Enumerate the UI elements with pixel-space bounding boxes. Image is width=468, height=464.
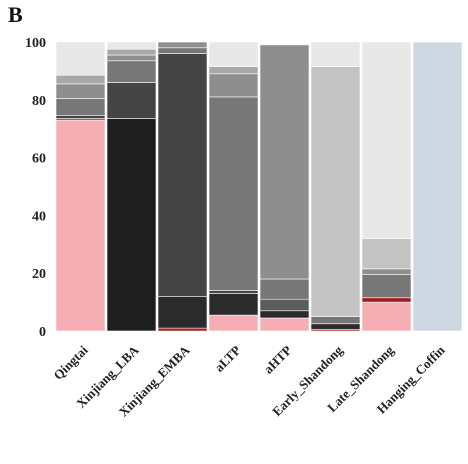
bar-segment — [259, 44, 310, 280]
bar-segment — [106, 60, 157, 83]
y-tick-label: 60 — [32, 152, 46, 167]
bar-segment — [208, 290, 259, 294]
bar-segment — [55, 119, 106, 332]
bar-segment — [106, 54, 157, 62]
bar-segment — [208, 293, 259, 316]
bars — [55, 41, 463, 332]
bar-segment — [208, 314, 259, 332]
bar-segment — [106, 82, 157, 119]
bar-segment — [208, 73, 259, 98]
bar-segment — [106, 41, 157, 50]
bar-segment — [310, 316, 361, 325]
bar-segment — [55, 74, 106, 85]
bar-segment — [310, 66, 361, 317]
bar-segment — [157, 47, 208, 54]
bar-segment — [55, 98, 106, 116]
x-category-label: Qingtai — [50, 342, 91, 383]
y-tick-label: 20 — [32, 267, 46, 282]
bar-segment — [157, 296, 208, 329]
bar-segment — [259, 278, 310, 300]
bar-stack — [259, 44, 310, 332]
bar-segment — [106, 118, 157, 332]
bar-segment — [361, 268, 412, 275]
bar-segment — [157, 41, 208, 49]
bar-stack — [310, 41, 361, 332]
bar-segment — [361, 274, 412, 299]
bar-segment — [361, 41, 412, 239]
panel-label: B — [8, 2, 23, 27]
x-category-label: aHTP — [261, 342, 295, 376]
bar-segment — [55, 41, 106, 76]
bar-stack — [157, 41, 208, 332]
y-tick-label: 100 — [25, 36, 46, 51]
bar-stack — [412, 41, 463, 332]
bar-segment — [361, 297, 412, 303]
bar-stack — [208, 41, 259, 332]
y-tick-label: 0 — [39, 325, 46, 340]
bar-stack — [361, 41, 412, 332]
bar-segment — [208, 96, 259, 291]
bar-segment — [208, 41, 259, 67]
bar-segment — [310, 323, 361, 330]
x-category-label: aLTP — [211, 342, 243, 374]
bar-segment — [259, 298, 310, 312]
y-axis-ticks: 0 20 40 60 80 100 — [25, 36, 46, 340]
y-tick-label: 80 — [32, 94, 46, 109]
bar-segment — [55, 83, 106, 99]
bar-segment — [310, 41, 361, 67]
bar-segment — [259, 310, 310, 319]
bar-segment — [259, 317, 310, 332]
bar-segment — [412, 41, 463, 332]
bar-stack — [106, 41, 157, 332]
bar-segment — [106, 48, 157, 56]
bar-segment — [157, 327, 208, 332]
y-tick-label: 40 — [32, 209, 46, 224]
bar-stack — [55, 41, 106, 332]
bar-segment — [361, 238, 412, 270]
bar-segment — [361, 301, 412, 332]
bar-segment — [157, 53, 208, 297]
bar-segment — [55, 115, 106, 119]
bar-segment — [208, 66, 259, 75]
